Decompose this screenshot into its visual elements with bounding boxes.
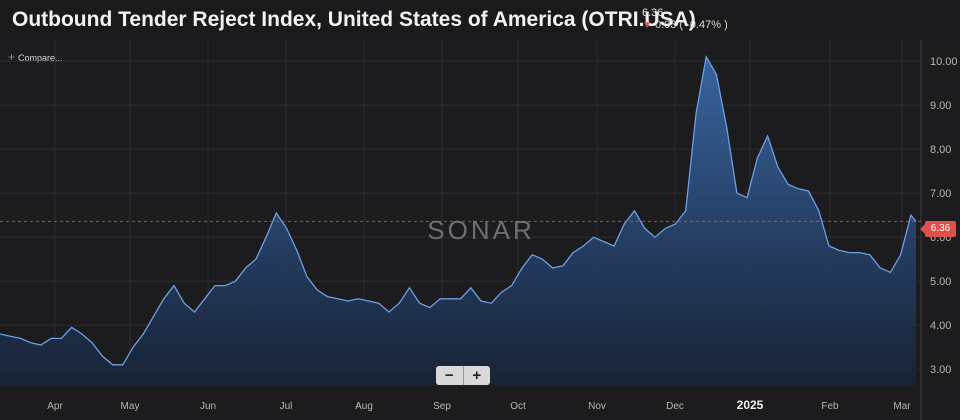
- y-tick-label: 8.00: [930, 144, 951, 156]
- zoom-in-button[interactable]: +: [472, 367, 482, 384]
- zoom-out-button[interactable]: −: [444, 367, 454, 384]
- quote-box: 6.36 ▼ 0.03 ( -0.47% ): [642, 7, 728, 32]
- sonar-watermark: SONAR: [427, 215, 534, 245]
- arrow-down-icon: ▼: [642, 20, 652, 31]
- x-tick-label: Feb: [821, 401, 839, 412]
- x-tick-label: Nov: [588, 401, 606, 412]
- compare-button[interactable]: + Compare...: [8, 50, 63, 64]
- change-value: 0.03 ( -0.47% ): [654, 19, 728, 31]
- x-tick-label: Oct: [510, 401, 526, 412]
- y-tick-label: 4.00: [930, 320, 951, 332]
- y-tick-label: 7.00: [930, 188, 951, 200]
- chart-header: Outbound Tender Reject Index, United Sta…: [0, 0, 960, 40]
- zoom-divider: [462, 366, 464, 385]
- compare-label: Compare...: [18, 53, 63, 63]
- y-tick-label: 9.00: [930, 100, 951, 112]
- x-tick-label: Aug: [355, 401, 373, 412]
- chart-title: Outbound Tender Reject Index, United Sta…: [12, 8, 696, 31]
- last-value-badge: 6.36: [920, 221, 956, 237]
- plus-icon: +: [8, 50, 16, 64]
- chart-area[interactable]: 3.00 4.00 5.00 6.00 7.00 8.00 9.00 10.00 Apr May J…: [0, 40, 960, 420]
- y-tick-label: 10.00: [930, 56, 958, 68]
- y-tick-label: 3.00: [930, 364, 951, 376]
- y-tick-label: 5.00: [930, 276, 951, 288]
- x-tick-label: Sep: [433, 401, 451, 412]
- x-tick-label: May: [121, 401, 140, 412]
- x-tick-label: Jul: [280, 401, 293, 412]
- series-area: [0, 56, 916, 387]
- x-tick-label: Apr: [47, 401, 63, 412]
- x-tick-label: Dec: [666, 401, 684, 412]
- last-value: 6.36: [642, 7, 664, 19]
- x-tick-label: 2025: [737, 398, 764, 412]
- series-line: [0, 54, 917, 366]
- x-tick-label: Jun: [200, 401, 216, 412]
- x-tick-label: Mar: [893, 401, 911, 412]
- zoom-controls: − +: [436, 366, 490, 385]
